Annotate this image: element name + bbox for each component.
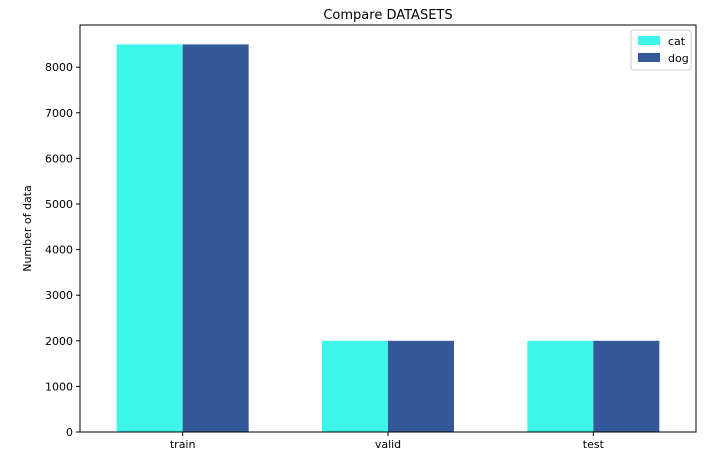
y-tick-label: 3000 (45, 289, 73, 302)
legend-swatch-dog (638, 53, 660, 62)
bar-dog-train (182, 44, 249, 432)
legend-label-cat: cat (668, 35, 686, 48)
y-tick-label: 6000 (45, 152, 73, 165)
y-tick-label: 8000 (45, 61, 73, 74)
legend-label-dog: dog (668, 52, 689, 65)
y-tick-label: 2000 (45, 335, 73, 348)
legend: cat dog (630, 29, 692, 71)
bar-dog-valid (388, 340, 454, 432)
y-tick-label: 5000 (45, 198, 73, 211)
bar-dog-test (593, 340, 660, 432)
y-tick-label: 7000 (45, 107, 73, 120)
bar-cat-valid (322, 340, 388, 432)
y-tick-label: 0 (66, 426, 73, 439)
y-tick-label: 4000 (45, 244, 73, 257)
x-tick-label: train (170, 438, 196, 451)
x-tick-label: valid (375, 438, 401, 451)
x-tick-label: test (583, 438, 605, 451)
bar-cat-train (116, 44, 183, 432)
x-axis: train valid test (170, 432, 605, 451)
bar-cat-test (527, 340, 594, 432)
chart-title: Compare DATASETS (323, 8, 452, 23)
y-axis: 0 1000 2000 3000 4000 5000 6000 7000 8000 (45, 61, 80, 439)
y-axis-title: Number of data (21, 185, 34, 272)
bars-layer (116, 44, 660, 432)
legend-swatch-cat (638, 36, 660, 45)
y-tick-label: 1000 (45, 380, 73, 393)
